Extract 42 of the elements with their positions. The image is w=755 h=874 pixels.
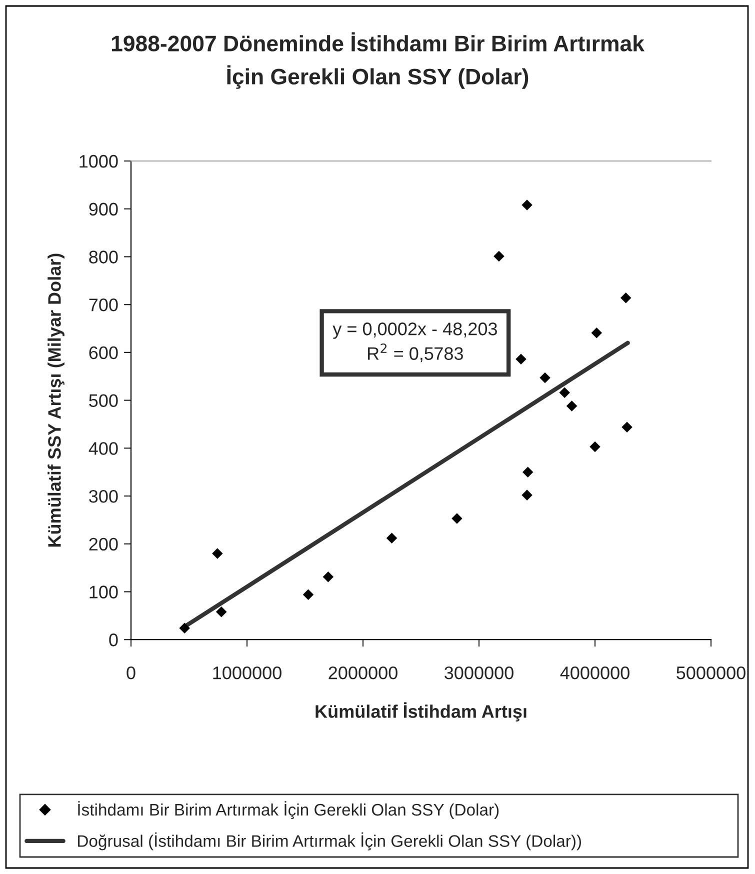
x-tick-label: 0 (126, 666, 136, 680)
point (516, 354, 526, 365)
x-tick-label: 3000000 (444, 666, 514, 680)
point (591, 327, 602, 338)
x-tick-label: 2000000 (328, 666, 398, 680)
point (302, 589, 314, 600)
y-tick-label: 400 (88, 442, 118, 455)
point (566, 400, 578, 412)
point (540, 372, 550, 384)
legend-label: Doğrusal (İstihdamı Bir Birim Artırmak İçin Gerekli Olan SSY (Dolar)) (78, 832, 582, 850)
x-tick-label: 4000000 (560, 666, 630, 680)
y-tick-label: 500 (89, 394, 118, 408)
y-tick-label: 100 (90, 586, 118, 598)
point (522, 490, 532, 500)
x-tick-label: 1000000 (213, 666, 282, 680)
y-axis-title: Kümülatif SSY Artışı (Milyar Dolar) (48, 254, 64, 547)
point (216, 606, 227, 618)
point (620, 292, 632, 304)
y-tick-label: 800 (89, 250, 118, 264)
y-tick-label: 700 (89, 298, 118, 312)
point (494, 250, 504, 262)
point (212, 548, 223, 559)
point (386, 532, 398, 544)
point (522, 466, 534, 478)
y-tick-label: 200 (89, 538, 118, 551)
point (590, 441, 600, 452)
point (179, 622, 190, 634)
point (522, 200, 532, 210)
y-tick-label: 1000 (80, 154, 118, 168)
annotation: y = 0,0002x - 48,203 R$^{2}$ = 0,5783 (332, 322, 497, 362)
x-tick-label: 5000000 (676, 666, 746, 680)
point (452, 513, 462, 524)
legend-label: İstihdamı Bir Birim Artırmak İçin Gerekli Olan SSY (Dolar) (78, 801, 499, 820)
point (322, 572, 334, 582)
y-tick-label: 600 (89, 346, 118, 360)
x-axis-title: Kümülatif İstihdam Artışı (316, 702, 526, 722)
y-tick-label: 900 (89, 202, 118, 216)
point (559, 387, 570, 398)
point (622, 422, 632, 432)
y-tick-label: 300 (89, 490, 118, 503)
y-tick-label: 0 (109, 634, 118, 646)
chart-title: 1988-2007 Döneminde İstihdamı Bir Birim Artırmak İçin Gerekli Olan SSY (Dolar) (112, 32, 644, 89)
